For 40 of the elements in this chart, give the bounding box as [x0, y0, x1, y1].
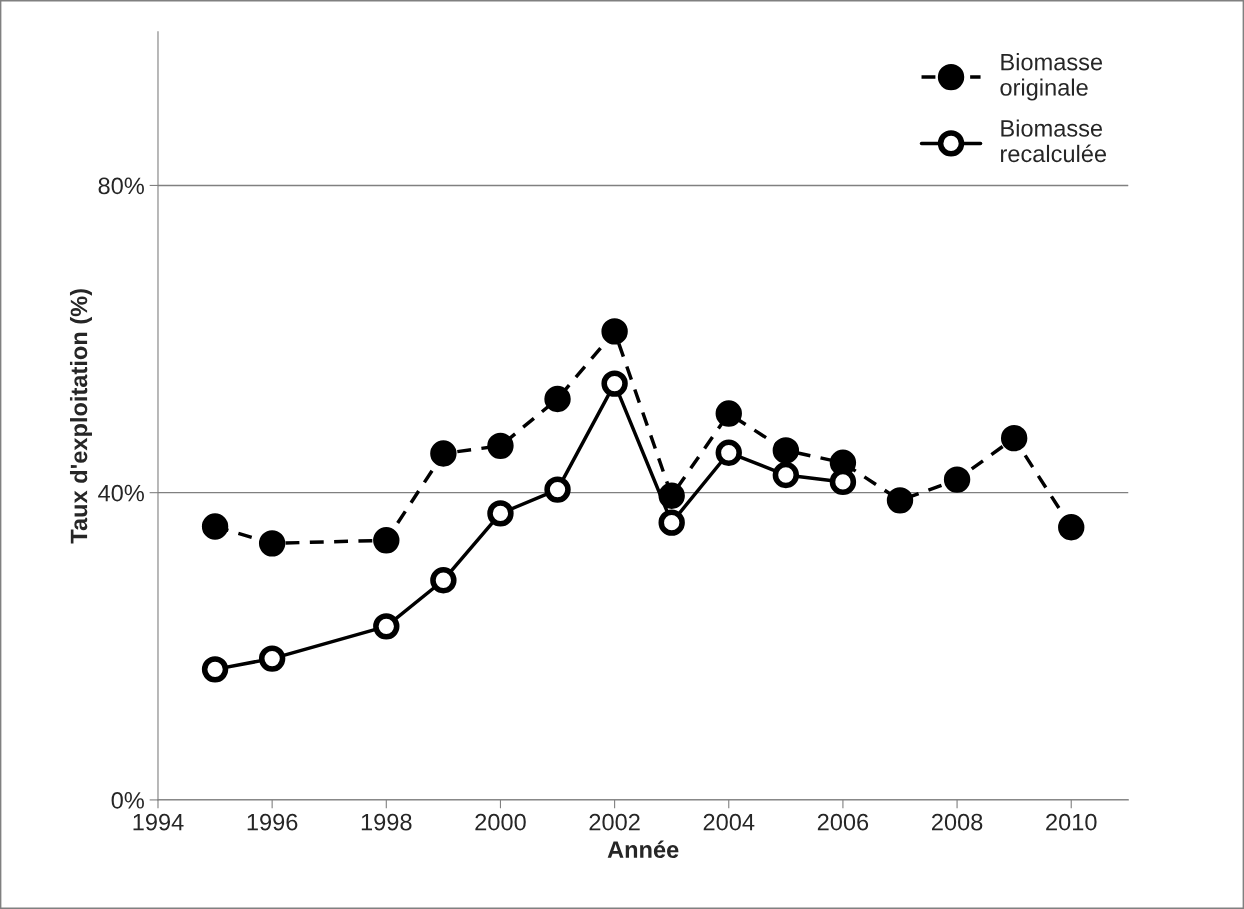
point [772, 437, 800, 464]
point [715, 400, 742, 427]
y-axis-title: Taux d'exploitation (%) [69, 289, 92, 544]
point [373, 527, 400, 554]
point [430, 440, 457, 467]
y-tick-label: 40% [98, 484, 144, 502]
point [258, 530, 286, 557]
y-tick-label: 0% [111, 791, 144, 809]
point [544, 476, 571, 503]
point [430, 567, 457, 594]
point [487, 500, 514, 527]
x-tick-label: 2004 [703, 813, 755, 831]
point [601, 370, 628, 397]
legend-label: Biomasse originale [1000, 53, 1103, 101]
point [772, 461, 800, 489]
point [1058, 514, 1085, 541]
x-axis-title: Année [607, 840, 679, 859]
point [201, 513, 229, 540]
point [258, 645, 286, 672]
x-tick-label: 1994 [133, 813, 184, 831]
point [1000, 424, 1028, 452]
x-tick-label: 1998 [361, 813, 412, 831]
point [373, 613, 400, 640]
x-tick-label: 2002 [589, 813, 640, 831]
point [601, 318, 628, 345]
point [487, 432, 514, 460]
point [658, 482, 685, 509]
x-tick-label: 2000 [475, 813, 526, 831]
point [201, 656, 229, 683]
x-tick-label: 1996 [247, 813, 298, 831]
x-tick-label: 2006 [817, 813, 869, 831]
y-tick-label: 80% [98, 177, 144, 195]
legend-label: Biomasse recalculée [1001, 119, 1107, 163]
x-tick-label: 2008 [932, 813, 983, 831]
x-tick-label: 2010 [1046, 813, 1097, 831]
point [886, 487, 914, 514]
point [544, 385, 571, 413]
point [715, 439, 742, 466]
point [943, 466, 971, 493]
point [658, 509, 685, 536]
